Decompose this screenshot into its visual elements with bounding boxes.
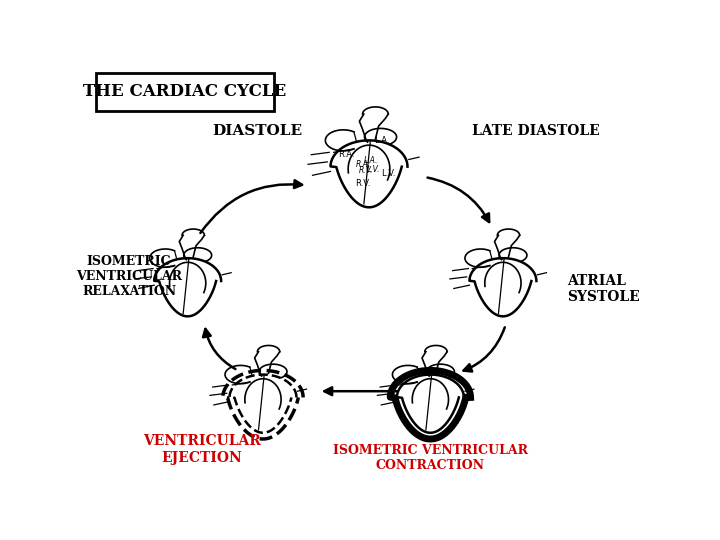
Text: R.A.: R.A.: [338, 150, 355, 159]
Text: DIASTOLE: DIASTOLE: [212, 124, 302, 138]
Text: ISOMETRIC
VENTRICULAR
RELAXATION: ISOMETRIC VENTRICULAR RELAXATION: [76, 255, 182, 299]
Text: LATE DIASTOLE: LATE DIASTOLE: [472, 124, 600, 138]
Text: ISOMETRIC VENTRICULAR
CONTRACTION: ISOMETRIC VENTRICULAR CONTRACTION: [333, 444, 528, 472]
Text: R.V.: R.V.: [359, 166, 374, 176]
Text: THE CARDIAC CYCLE: THE CARDIAC CYCLE: [84, 83, 287, 100]
Text: VENTRICULAR
EJECTION: VENTRICULAR EJECTION: [143, 434, 261, 464]
Text: L.A.: L.A.: [374, 136, 390, 145]
Text: R.V.: R.V.: [355, 179, 370, 188]
Text: L.V.: L.V.: [381, 170, 395, 178]
Text: L.A.: L.A.: [364, 157, 378, 165]
Text: ATRIAL
SYSTOLE: ATRIAL SYSTOLE: [567, 274, 640, 305]
Text: L.V.: L.V.: [366, 165, 380, 173]
Text: R.A.: R.A.: [356, 160, 371, 169]
